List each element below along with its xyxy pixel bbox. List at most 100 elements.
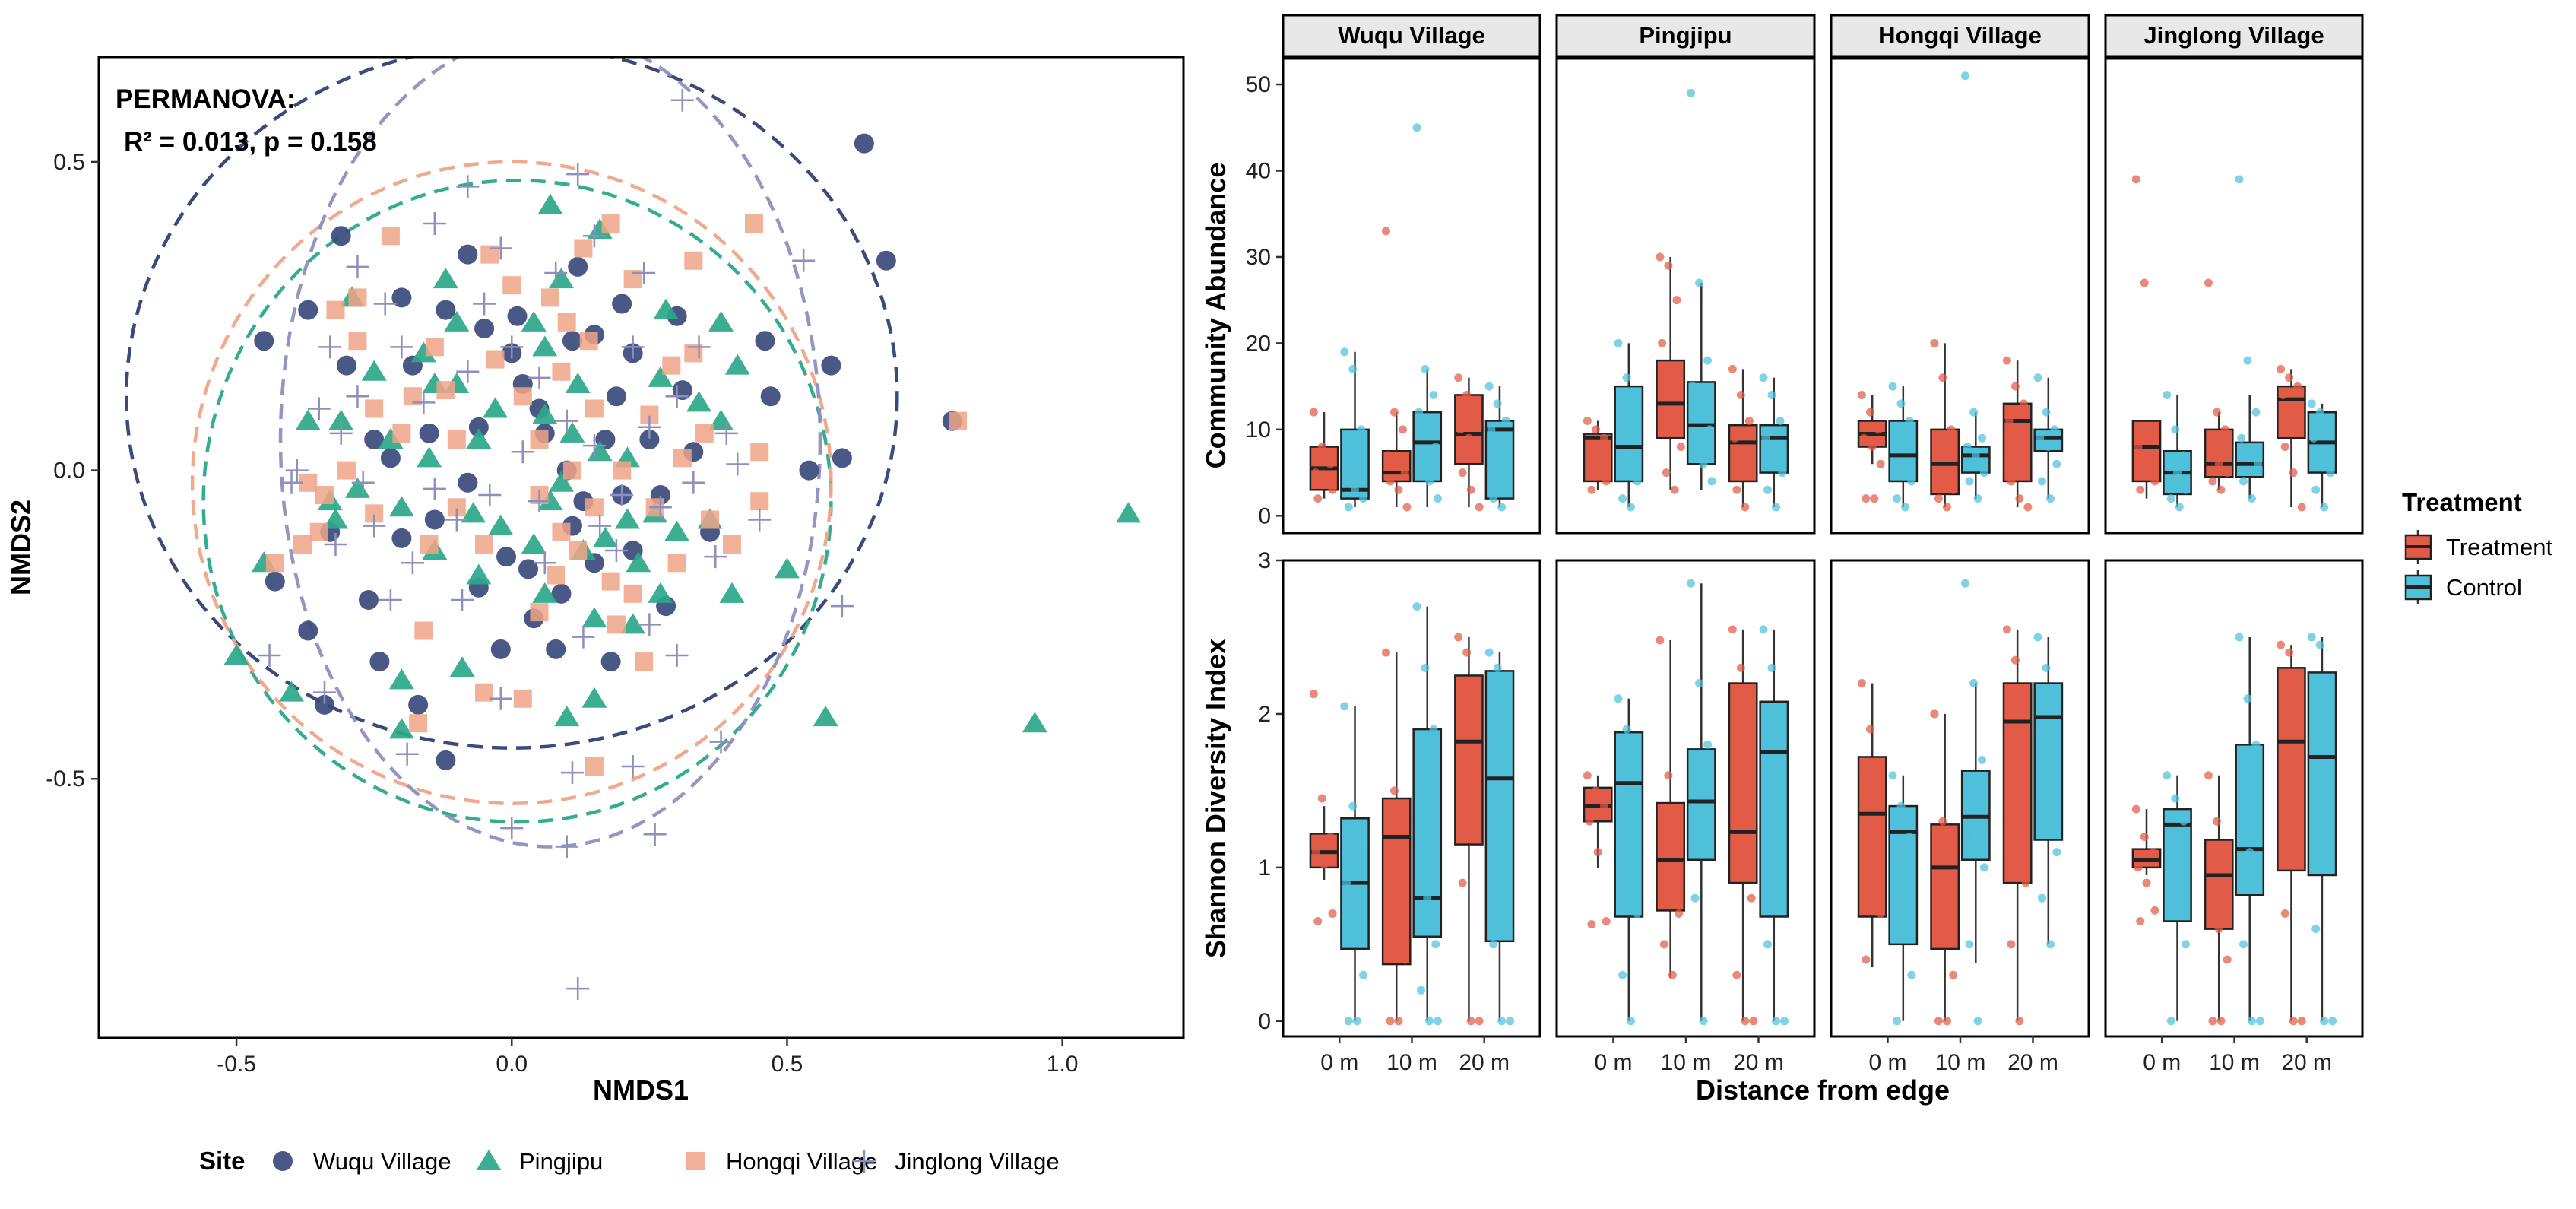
point-jinglong-village — [555, 835, 578, 858]
box-wuqu-village-control-point — [1487, 740, 1496, 749]
point-hongqi-village — [744, 214, 763, 233]
box-hongqi-village-treatment-point — [1947, 425, 1956, 434]
x-tick-label: 10 m — [1661, 1050, 1712, 1075]
point-wuqu-village — [568, 256, 588, 277]
box-wuqu-village-treatment-point — [1394, 1017, 1403, 1026]
box-wuqu-village-treatment-box — [1381, 797, 1412, 966]
box-wuqu-village-control-point — [1495, 443, 1504, 452]
point-jinglong-village — [528, 366, 551, 389]
point-jinglong-village — [489, 236, 512, 260]
box-pingjipu-treatment-point — [1593, 468, 1602, 478]
box-wuqu-village-control-point — [1487, 425, 1496, 434]
box-jinglong-village-control-point — [2239, 940, 2248, 949]
box-hongqi-village-control-point — [2044, 443, 2053, 452]
box-pingjipu-treatment-point — [1728, 364, 1737, 373]
box-jinglong-village-treatment-point — [2131, 804, 2140, 814]
box-wuqu-village-treatment-point — [1328, 909, 1337, 918]
box-wuqu-village-control-point — [1344, 1017, 1353, 1026]
box-wuqu-village-treatment-point — [1389, 408, 1399, 417]
box-pingjipu-treatment-point — [1664, 771, 1673, 780]
box-hongqi-village-control-point — [1896, 399, 1906, 408]
box-hongqi-village-control-point — [2036, 725, 2045, 734]
site-legend-label: Wuqu Village — [313, 1148, 452, 1175]
box-wuqu-village-control-point — [1415, 408, 1424, 417]
box-hongqi-village-control-point — [2050, 694, 2059, 703]
box-pingjipu-control-point — [1778, 468, 1787, 478]
point-jinglong-village — [312, 681, 336, 704]
strip-pingjipu — [1555, 14, 1816, 58]
point-jinglong-village — [351, 471, 375, 494]
box-wuqu-village-control-point — [1359, 494, 1368, 503]
box-jinglong-village-treatment-point — [2140, 832, 2149, 841]
point-pingjipu — [648, 582, 673, 603]
point-pingjipu — [378, 428, 404, 449]
site-legend: Site Wuqu Village Pingjipu Hongqi Village J… — [199, 1147, 1060, 1175]
box-pingjipu-treatment-point — [1736, 663, 1745, 672]
box-jinglong-village-control-point — [2320, 503, 2329, 512]
point-hongqi-village — [695, 424, 714, 443]
box-pingjipu-treatment-point — [1738, 848, 1747, 857]
point-jinglong-village — [566, 977, 590, 1001]
box-jinglong-village-treatment-point — [2297, 503, 2306, 512]
box-pingjipu-treatment-point — [1585, 443, 1594, 452]
box-hongqi-village-control-point — [1899, 459, 1908, 468]
box-jinglong-village-control-point — [2318, 801, 2327, 811]
box-hongqi-village-treatment-point — [1874, 425, 1883, 434]
box-wuqu-village-treatment-point — [1472, 451, 1481, 460]
box-wuqu-village-control-point — [1359, 970, 1368, 979]
panel-border-jinglong-village — [2104, 57, 2364, 535]
box-wuqu-village-treatment-point — [1311, 468, 1320, 478]
point-hongqi-village — [381, 227, 400, 246]
box-pingjipu-treatment-point — [1658, 338, 1667, 347]
point-jinglong-village — [555, 409, 578, 433]
box-wuqu-village-treatment-point — [1383, 451, 1393, 460]
point-jinglong-village — [456, 175, 480, 198]
y-tick-label: 0 — [1258, 1009, 1271, 1034]
box-wuqu-village-treatment-point — [1464, 433, 1473, 443]
point-jinglong-village — [572, 625, 595, 649]
box-wuqu-village-control-point — [1429, 390, 1438, 399]
box-wuqu-village-control-point — [1431, 940, 1440, 949]
point-wuqu-village — [419, 423, 439, 443]
box-jinglong-village-control-point — [2315, 408, 2324, 417]
box-hongqi-village-treatment-point — [2015, 1017, 2024, 1026]
box-hongqi-village-treatment-box — [2002, 402, 2033, 483]
point-wuqu-village — [606, 386, 626, 407]
box-wuqu-village-control-point — [1497, 1017, 1507, 1026]
x-tick-label: -0.5 — [217, 1052, 256, 1077]
point-wuqu-village — [799, 460, 819, 481]
box-wuqu-village-treatment-point — [1402, 503, 1412, 512]
point-pingjipu — [388, 668, 414, 690]
ellipse-wuqu-village — [125, 57, 899, 750]
y-tick-label: 50 — [1246, 72, 1271, 97]
box-jinglong-village-treatment-point — [2206, 878, 2215, 887]
box-jinglong-village-control-point — [2247, 494, 2256, 503]
box-hongqi-village-control-point — [1979, 863, 1988, 872]
box-jinglong-village-control-point — [2311, 925, 2321, 934]
box-pingjipu-control-point — [1687, 579, 1696, 588]
box-pingjipu-control-point — [1707, 477, 1716, 486]
x-tick-label: 20 m — [2281, 1050, 2332, 1075]
point-jinglong-village — [726, 452, 749, 476]
box-hongqi-village-control-point — [1893, 494, 1902, 503]
point-hongqi-village — [326, 300, 345, 319]
point-hongqi-village — [562, 461, 581, 480]
point-hongqi-village — [486, 350, 505, 369]
box-hongqi-village-control-box — [1888, 804, 1919, 946]
box-jinglong-village-treatment-point — [2295, 848, 2304, 857]
box-wuqu-village-treatment-point — [1328, 485, 1337, 494]
y-tick-label: 1 — [1258, 855, 1271, 881]
box-wuqu-village-treatment-point — [1392, 459, 1401, 468]
box-hongqi-village-control-point — [1890, 443, 1900, 452]
point-wuqu-village — [458, 244, 478, 265]
box-jinglong-village-treatment-point — [2212, 408, 2221, 417]
box-jinglong-village-treatment-point — [2289, 1017, 2298, 1026]
box-jinglong-village-treatment-point — [2206, 443, 2215, 452]
box-jinglong-village-control-point — [2173, 893, 2182, 903]
box-hongqi-village-treatment-point — [1868, 443, 1877, 452]
point-wuqu-village — [496, 547, 517, 567]
point-pingjipu — [664, 520, 690, 541]
y-tick-label: 2 — [1258, 702, 1271, 727]
point-hongqi-village — [662, 356, 681, 375]
point-hongqi-village — [723, 535, 742, 554]
